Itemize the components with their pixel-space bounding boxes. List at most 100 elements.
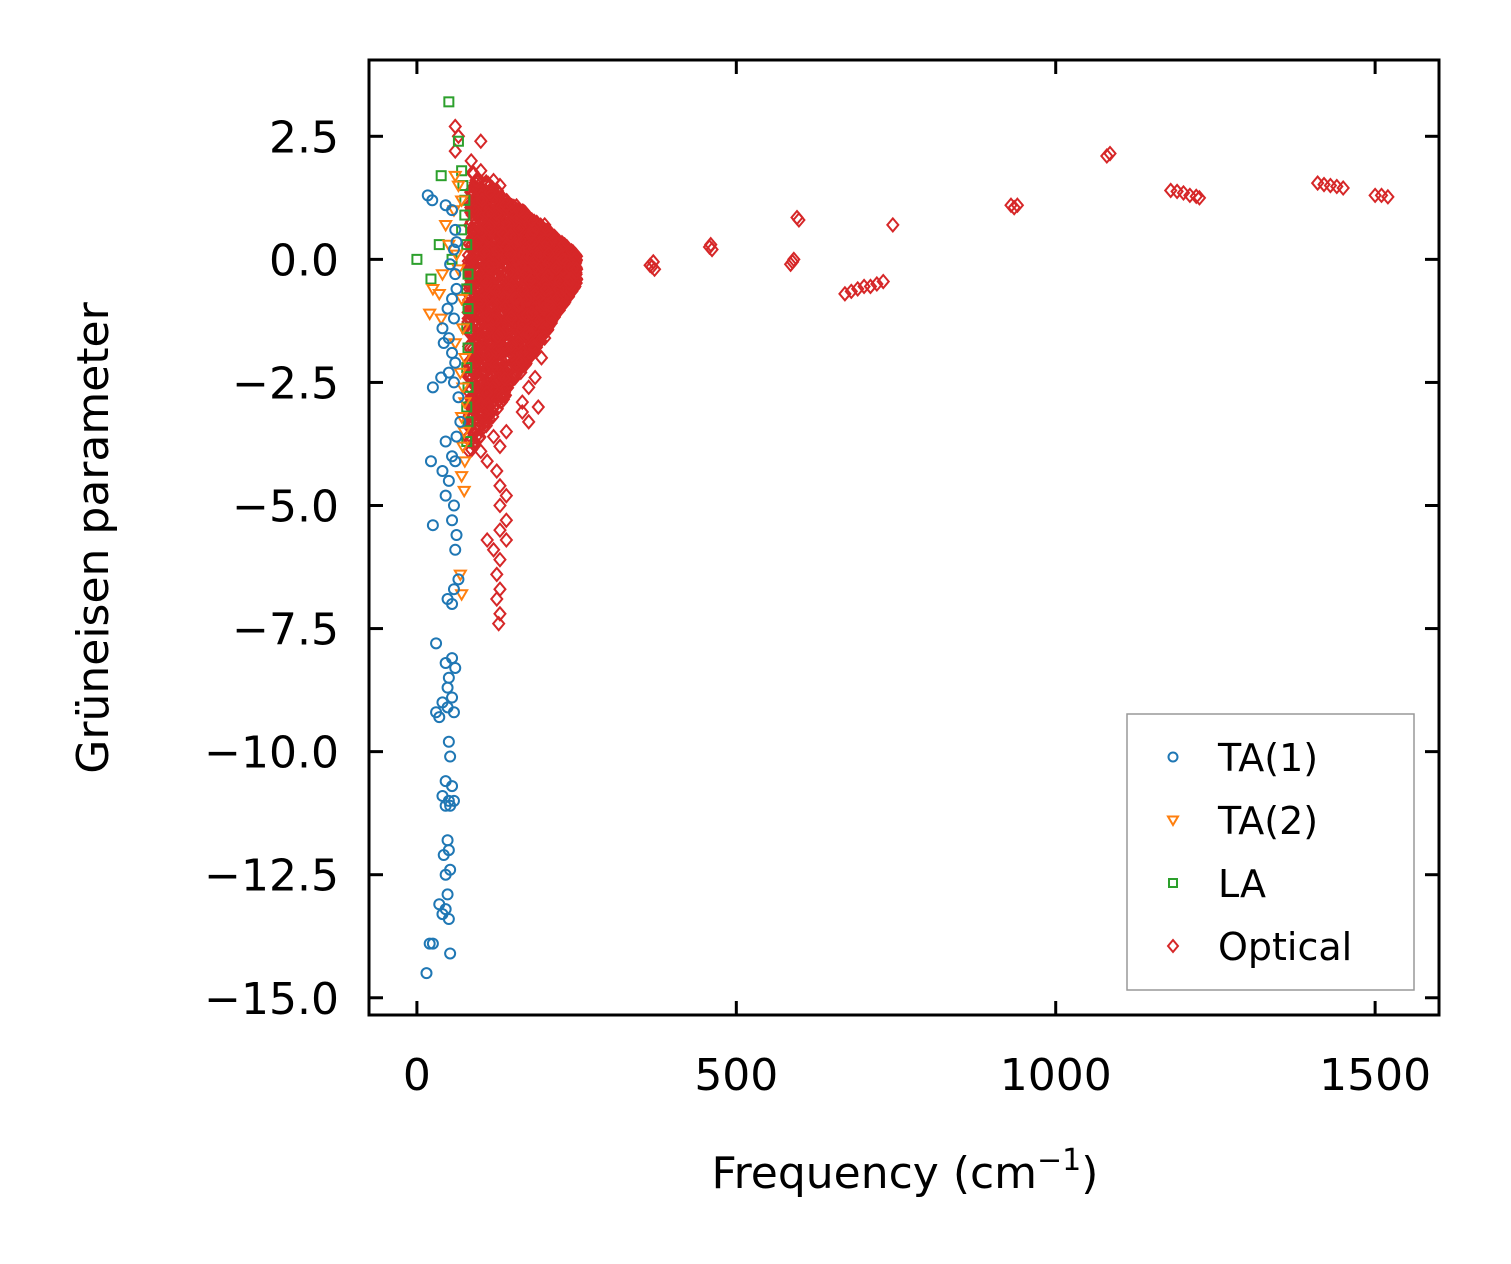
optical-cluster-point: [527, 340, 541, 357]
optical-cluster-point: [514, 353, 528, 370]
optical-point: [493, 522, 507, 539]
ta-1-point: [446, 292, 459, 305]
ta-2-point: [454, 589, 469, 602]
optical-cluster-point: [482, 201, 497, 218]
optical-cluster-point: [464, 441, 479, 458]
optical-cluster-point: [474, 293, 489, 310]
optical-cluster-point: [536, 295, 551, 313]
la-point: [461, 239, 473, 251]
optical-cluster-point: [480, 358, 495, 375]
optical-cluster-point: [490, 243, 505, 260]
optical-cluster-point: [540, 268, 555, 285]
ta-1-point: [449, 223, 462, 236]
optical-cluster-point: [542, 245, 556, 262]
optical-point: [850, 280, 865, 297]
optical-cluster-point: [471, 264, 486, 281]
optical-cluster-point: [489, 265, 504, 282]
optical-point: [1103, 145, 1117, 162]
ta-1-point: [441, 302, 454, 315]
optical-point: [486, 428, 501, 445]
optical-cluster-point: [489, 311, 504, 328]
ta-1-point: [426, 381, 439, 394]
optical-point: [863, 278, 878, 295]
y-axis-label: Grüneisen parameter: [68, 301, 119, 773]
la-point: [435, 170, 447, 182]
la-point: [462, 342, 474, 354]
optical-point: [1010, 197, 1025, 214]
optical-cluster-point: [473, 297, 487, 314]
ta-1-point: [439, 657, 452, 670]
ta-1-point: [452, 391, 465, 404]
optical-cluster-point: [508, 290, 523, 307]
ta-1-point: [436, 465, 449, 478]
ta-2-point: [453, 367, 468, 381]
optical-cluster-point: [549, 259, 564, 276]
ta-1-point: [449, 661, 462, 674]
optical-cluster-point: [498, 299, 513, 316]
y-tick-label: −5.0: [232, 482, 339, 533]
legend-frame: [1126, 713, 1415, 991]
optical-cluster-point: [462, 256, 476, 273]
optical-point: [493, 605, 507, 622]
optical-cluster-point: [501, 281, 516, 298]
optical-point: [1007, 199, 1022, 216]
optical-cluster-point: [463, 300, 477, 317]
optical-cluster-point: [498, 370, 512, 387]
optical-point: [515, 394, 530, 411]
optical-point: [521, 379, 536, 396]
ta-2-point: [455, 323, 471, 336]
optical-cluster-point: [468, 371, 483, 388]
optical-point: [491, 615, 506, 632]
optical-point: [521, 413, 536, 430]
optical-point: [480, 453, 494, 470]
optical-point: [1336, 179, 1350, 197]
optical-cluster-point: [524, 225, 539, 242]
optical-point: [790, 209, 804, 226]
optical-cluster-point: [469, 400, 484, 417]
optical-point: [515, 403, 530, 421]
ta-1-point: [446, 346, 459, 359]
ta-1-point: [420, 967, 433, 980]
plot-frame: [367, 58, 1441, 1017]
optical-cluster-point: [512, 220, 526, 237]
la-point: [456, 165, 468, 177]
legend-marker-optical: [1166, 938, 1180, 954]
ta-1-point: [444, 258, 457, 271]
optical-cluster-point: [504, 309, 518, 326]
la-point: [452, 135, 464, 147]
la-point: [459, 209, 471, 221]
la-point: [425, 273, 437, 285]
optical-point: [1100, 147, 1114, 165]
ta-1-point: [437, 849, 450, 862]
optical-point: [886, 216, 900, 233]
optical-cluster-point: [489, 359, 504, 376]
optical-point: [493, 438, 507, 455]
ta-1-point: [439, 489, 452, 502]
optical-point: [531, 399, 546, 416]
optical-cluster-point: [462, 258, 476, 275]
optical-cluster-point: [509, 358, 524, 375]
ta-1-point: [426, 194, 439, 207]
optical-point: [792, 211, 806, 229]
la-point: [456, 224, 468, 236]
ta-2-point: [457, 352, 473, 366]
optical-cluster-point: [478, 217, 493, 234]
optical-cluster-point: [466, 187, 480, 204]
optical-cluster-point: [485, 297, 499, 314]
ta-1-point: [450, 529, 463, 542]
x-axis-label-close: ): [1081, 1148, 1098, 1199]
optical-cluster-point: [564, 242, 579, 259]
ta-1-point: [449, 356, 462, 369]
ta-1-point: [424, 455, 437, 468]
optical-point: [783, 256, 798, 273]
x-tick-label: 1000: [1000, 1050, 1112, 1101]
ta-1-point: [447, 376, 460, 389]
ta-1-point: [449, 543, 462, 556]
ta-2-point: [435, 269, 450, 282]
ta-1-point: [450, 236, 463, 249]
optical-point: [480, 531, 494, 549]
optical-point: [499, 531, 514, 549]
optical-cluster-point: [537, 275, 552, 292]
optical-cluster-point: [524, 298, 539, 315]
legend-label-la: LA: [1218, 862, 1266, 906]
